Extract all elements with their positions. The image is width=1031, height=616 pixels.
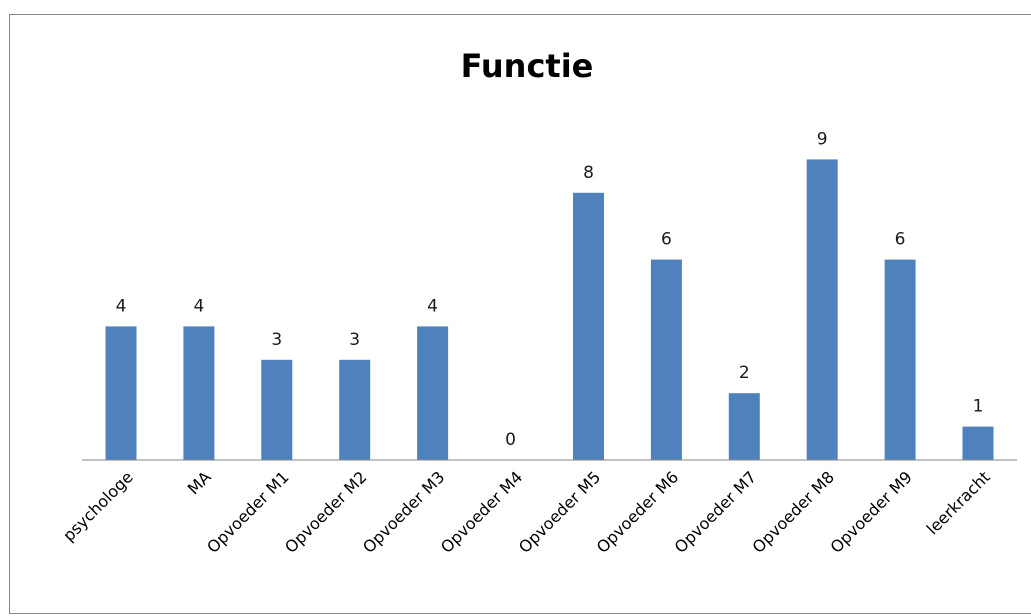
bar bbox=[183, 326, 215, 460]
x-tick-label: Opvoeder M9 bbox=[826, 467, 915, 556]
bar bbox=[728, 393, 760, 460]
bar bbox=[884, 259, 916, 460]
x-tick-label: Opvoeder M4 bbox=[437, 467, 526, 556]
data-label: 3 bbox=[271, 330, 282, 350]
data-label: 6 bbox=[895, 230, 906, 250]
bar bbox=[962, 426, 994, 460]
data-label: 4 bbox=[116, 296, 127, 316]
bar bbox=[806, 159, 838, 460]
bar bbox=[573, 192, 604, 461]
x-tick-label: MA bbox=[184, 467, 215, 498]
bar bbox=[261, 359, 293, 460]
data-label: 1 bbox=[973, 397, 984, 417]
data-label: 3 bbox=[349, 330, 360, 350]
x-tick-label: leerkracht bbox=[923, 467, 994, 538]
x-tick-label: Opvoeder M5 bbox=[515, 467, 604, 556]
x-tick-label: Opvoeder M7 bbox=[671, 467, 760, 556]
data-label: 6 bbox=[661, 230, 672, 250]
bar bbox=[105, 326, 137, 460]
data-labels-group: 4 4 3 3 4 0 8 6 2 9 6 1 bbox=[116, 129, 984, 450]
x-tick-label: psychologe bbox=[59, 467, 137, 545]
data-label: 2 bbox=[739, 363, 750, 383]
data-label: 4 bbox=[193, 296, 204, 316]
x-tick-label: Opvoeder M3 bbox=[359, 467, 448, 556]
chart-title: Functie bbox=[461, 47, 594, 85]
chart-frame bbox=[9, 14, 1031, 614]
data-label: 8 bbox=[583, 163, 594, 183]
bars-group bbox=[105, 159, 994, 461]
x-tick-label: Opvoeder M8 bbox=[749, 467, 838, 556]
data-label: 0 bbox=[505, 430, 516, 450]
data-label: 9 bbox=[817, 129, 828, 149]
x-tick-label: Opvoeder M1 bbox=[203, 467, 292, 556]
bar bbox=[650, 259, 682, 460]
data-label: 4 bbox=[427, 296, 438, 316]
x-tick-label: Opvoeder M6 bbox=[593, 467, 682, 556]
x-tick-label: Opvoeder M2 bbox=[281, 467, 370, 556]
bar bbox=[339, 359, 371, 460]
bar bbox=[417, 326, 449, 460]
